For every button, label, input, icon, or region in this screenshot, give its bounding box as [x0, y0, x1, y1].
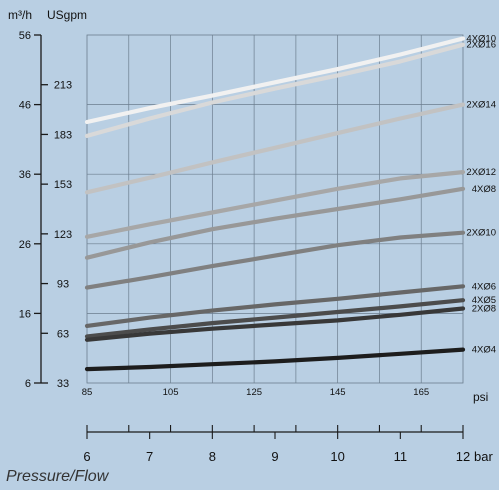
usgpm-tick-label: 183	[54, 129, 72, 141]
psi-tick-label: 125	[246, 387, 262, 398]
series-label: 2XØ14	[466, 100, 496, 111]
usgpm-tick-label: 93	[57, 279, 69, 291]
series-line	[84, 298, 466, 339]
bar-tick-label: 6	[83, 449, 90, 464]
bar-tick-label: 11	[394, 449, 408, 464]
series-group	[84, 36, 466, 372]
psi-tick-label: 85	[82, 387, 93, 398]
bar-tick-label: 12	[456, 449, 470, 464]
m3h-unit-label: m³/h	[8, 8, 32, 22]
series-label: 2XØ10	[466, 228, 496, 239]
series-line	[84, 42, 466, 138]
m3h-tick-label: 6	[25, 378, 31, 390]
psi-unit-label: psi	[473, 390, 488, 404]
series-label: 2XØ12	[466, 167, 496, 178]
m3h-tick-label: 26	[19, 239, 31, 251]
bar-unit-label: bar	[474, 449, 493, 464]
psi-tick-label: 165	[413, 387, 429, 398]
series-line	[84, 306, 466, 342]
series-line	[84, 36, 466, 125]
psi-tick-label: 105	[163, 387, 179, 398]
m3h-tick-label: 16	[19, 308, 31, 320]
series-line	[84, 102, 466, 195]
usgpm-tick-label: 153	[54, 179, 72, 191]
bar-tick-label: 7	[146, 449, 153, 464]
series-label: 4XØ4	[472, 345, 496, 356]
series-line	[84, 347, 466, 372]
bar-tick-label: 9	[271, 449, 278, 464]
series-label: 4XØ5	[472, 295, 496, 306]
series-line	[84, 186, 466, 260]
series-label: 4XØ8	[472, 184, 496, 195]
m3h-tick-label: 46	[19, 100, 31, 112]
usgpm-tick-label: 63	[57, 328, 69, 340]
series-label: 2XØ8	[472, 304, 496, 315]
m3h-tick-label: 36	[19, 169, 31, 181]
m3h-tick-label: 56	[19, 30, 31, 42]
bar-tick-label: 8	[209, 449, 216, 464]
series-label: 4XØ6	[472, 281, 496, 292]
series-line	[84, 230, 466, 290]
axes	[34, 34, 464, 439]
series-line	[84, 170, 466, 239]
usgpm-unit-label: USgpm	[47, 8, 87, 22]
usgpm-tick-label: 213	[54, 80, 72, 92]
series-label: 2XØ16	[466, 40, 496, 51]
bar-tick-label: 10	[330, 449, 344, 464]
plot-frame	[86, 34, 464, 384]
series-label: 4XØ10	[466, 33, 496, 44]
usgpm-tick-label: 33	[57, 378, 69, 390]
chart-caption: Pressure/Flow	[6, 468, 109, 485]
psi-tick-label: 145	[330, 387, 346, 398]
usgpm-tick-label: 123	[54, 229, 72, 241]
series-line	[84, 284, 466, 328]
